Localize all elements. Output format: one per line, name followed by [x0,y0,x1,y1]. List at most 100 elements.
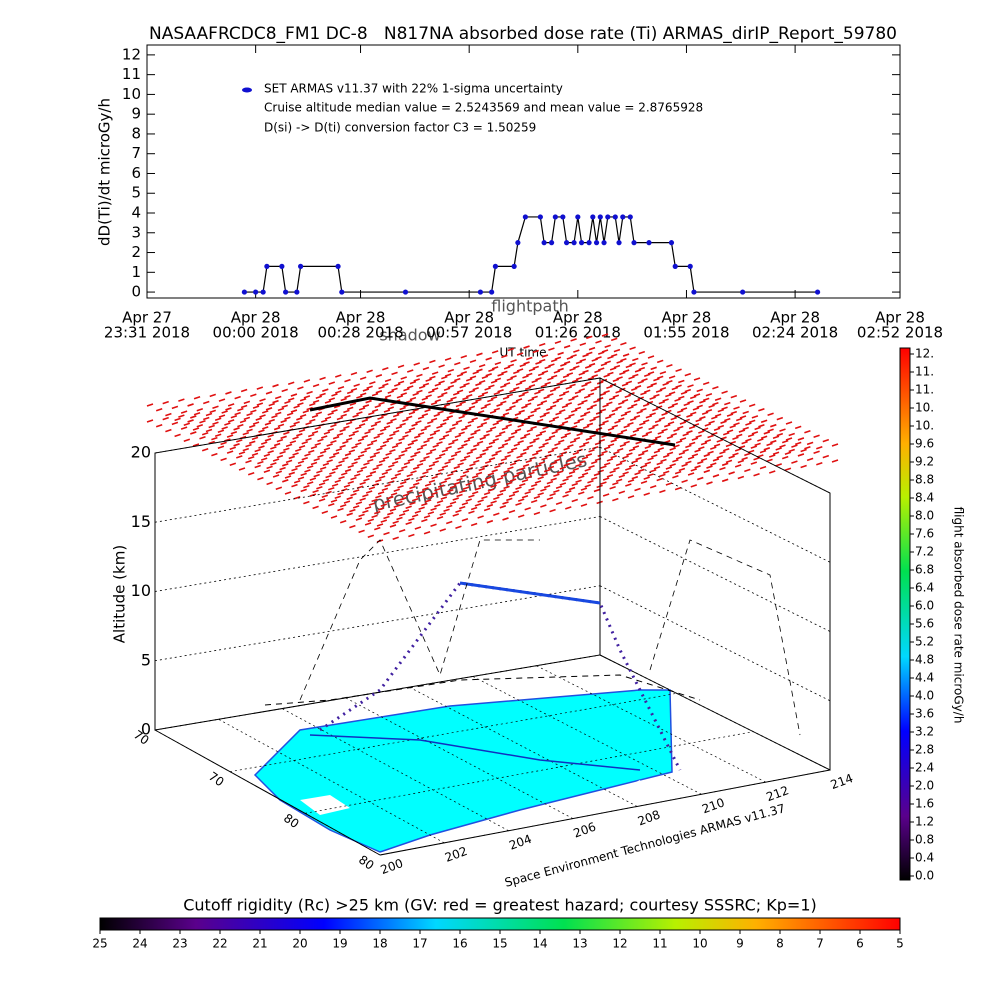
particle-dash [692,407,700,411]
particle-dash [612,378,620,383]
particle-dash [250,409,257,413]
particle-dash [593,415,600,420]
particle-dash [334,479,342,484]
particle-dash [618,490,626,495]
particle-dash [402,418,409,423]
particle-dash [391,460,399,465]
colorbar-tick-label: 2.8 [915,743,934,757]
particle-dash [595,427,603,431]
particle-dash [192,443,200,447]
particle-dash [735,433,743,438]
particle-dash [665,409,672,414]
surface-track [309,734,641,771]
particle-dash [359,392,367,397]
particle-dash [687,472,695,476]
particle-dash [392,429,400,434]
particle-dash [293,421,300,425]
z-tick-label: 0 [141,720,151,739]
particle-dash [651,454,658,458]
particle-dash [249,440,256,445]
particle-dash [406,369,414,373]
particle-dash [347,480,355,485]
particle-dash [347,464,355,469]
particle-dash [758,424,765,428]
particle-dash [391,387,398,392]
particle-dash [451,438,459,443]
particle-dash [423,455,430,460]
particle-dash [602,404,609,408]
particle-dash [411,423,418,427]
particle-dash [441,465,449,469]
particle-dash [434,382,442,387]
particle-dash [518,409,525,414]
particle-dash [638,452,645,457]
particle-dash [494,377,502,382]
particle-dash [693,393,701,397]
particle-dash [553,473,560,478]
particle-dash [409,380,417,385]
particle-dash [486,503,494,508]
particle-dash [784,451,792,456]
particle-dash [310,461,318,466]
particle-dash [530,409,537,414]
particle-dash [265,407,273,411]
particle-dash [500,457,508,462]
particle-dash [306,406,313,411]
particle-dash [510,447,518,451]
particle-dash [352,505,360,509]
particle-dash [425,394,432,398]
particle-dash [589,418,596,422]
particle-dash [768,454,776,458]
particle-dash [329,471,336,475]
particle-dash [407,458,415,462]
particle-dash [585,437,593,441]
particle-dash [549,508,556,513]
particle-dash [257,476,264,481]
particle-dash [659,370,667,375]
particle-dash [564,432,571,436]
particle-dash [577,418,584,422]
data-point [571,240,577,246]
particle-dash [563,447,570,451]
particle-dash [524,386,532,391]
particle-dash [507,347,515,352]
particle-dash [263,453,271,457]
data-point [597,214,603,220]
particle-dash [209,409,217,414]
particle-dash [429,375,436,380]
particle-dash [737,459,745,464]
particle-dash [463,366,470,370]
particle-dash [362,388,370,392]
particle-dash [446,415,453,419]
particle-dash [502,412,510,416]
particle-dash [361,418,369,423]
particle-dash [360,450,367,454]
particle-dash [468,510,475,515]
particle-dash [437,484,445,488]
particle-dash [534,464,542,468]
data-point [537,214,543,220]
particle-dash [516,471,523,475]
axis-line [154,729,381,856]
particle-dash [574,390,582,395]
particle-dash [565,402,573,406]
particle-dash [572,467,580,472]
particle-dash [719,466,726,471]
particle-dash [619,443,627,448]
particle-dash [424,499,432,503]
colorbar-tick-label: 11. [915,383,934,397]
particle-dash [359,376,367,381]
particle-dash [495,433,502,438]
particle-dash [705,393,713,397]
land-map [253,689,673,853]
particle-dash [342,440,349,445]
particle-dash [687,400,694,404]
particle-dash [371,408,379,413]
particle-dash [622,353,630,357]
particle-dash [674,398,681,402]
particle-dash [330,515,338,519]
particle-dash [622,455,629,459]
particle-dash [555,427,562,432]
particle-dash [526,428,534,433]
particle-dash [396,500,403,505]
